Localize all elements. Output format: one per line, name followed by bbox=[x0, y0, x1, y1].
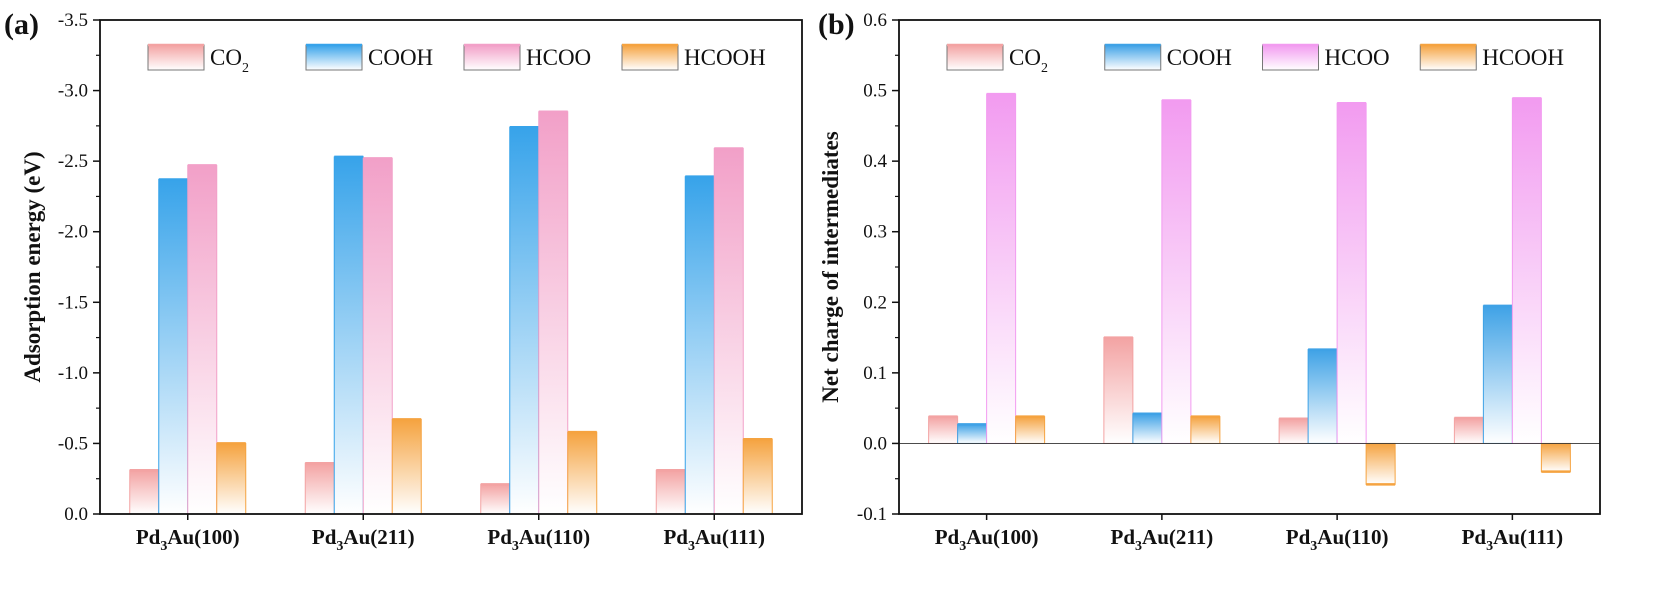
bar-hcoo bbox=[986, 93, 1017, 444]
y-tick-label: 0.5 bbox=[863, 81, 887, 102]
plot-frame bbox=[898, 19, 1601, 515]
y-tick-label: 0.1 bbox=[863, 363, 887, 384]
plot-frame bbox=[99, 19, 803, 515]
legend-label: HCOOH bbox=[684, 45, 766, 70]
legend-swatch bbox=[1419, 44, 1477, 71]
legend-item-hcooh: HCOOH bbox=[621, 43, 766, 71]
bar-hcoo bbox=[1161, 99, 1192, 444]
bar-cooh bbox=[333, 156, 364, 515]
y-tick-label: 0.0 bbox=[863, 433, 887, 454]
legend-label: COOH bbox=[368, 45, 433, 70]
bar-hcooh bbox=[391, 418, 422, 515]
legend-label: HCOO bbox=[526, 45, 591, 70]
legend-swatch bbox=[946, 44, 1004, 71]
x-tick-label: Pd3Au(111) bbox=[1462, 525, 1564, 554]
bar-hcooh bbox=[1540, 442, 1571, 473]
x-tick-label: Pd3Au(111) bbox=[663, 525, 765, 554]
legend-item-hcooh: HCOOH bbox=[1419, 43, 1564, 71]
legend-label: CO2 bbox=[1009, 45, 1048, 76]
x-tick-label: Pd3Au(211) bbox=[1111, 525, 1214, 554]
y-tick-label: -3.5 bbox=[58, 10, 88, 31]
bar-co2 bbox=[129, 469, 160, 515]
bar-co2 bbox=[1278, 418, 1309, 444]
legend-label: CO2 bbox=[210, 45, 249, 76]
legend-label: COOH bbox=[1167, 45, 1232, 70]
bar-hcooh bbox=[1015, 416, 1046, 444]
y-tick-label: -2.5 bbox=[58, 151, 88, 172]
y-tick-label: 0.2 bbox=[863, 292, 887, 313]
bar-cooh bbox=[1132, 413, 1163, 444]
y-axis-title: Net charge of intermediates bbox=[818, 131, 843, 402]
bar-hcoo bbox=[713, 147, 744, 515]
y-tick-label: 0.6 bbox=[863, 10, 887, 31]
panel-b: (b) -0.1 0.0 0.1 0.2 0.3 0.4 0.5 0.6 Net charge o… bbox=[818, 8, 1601, 554]
bar-cooh bbox=[957, 423, 988, 444]
bar-cooh bbox=[158, 178, 189, 515]
y-tick-label: -1.0 bbox=[58, 363, 88, 384]
y-tick-label: -0.1 bbox=[857, 504, 887, 525]
x-tick-label: Pd3Au(110) bbox=[1286, 525, 1389, 554]
panel-label: (a) bbox=[4, 8, 39, 41]
bar-hcoo bbox=[538, 111, 569, 515]
legend-swatch bbox=[147, 44, 205, 71]
bar-cooh bbox=[684, 176, 715, 515]
bar-co2 bbox=[1453, 417, 1484, 444]
bar-co2 bbox=[304, 462, 335, 515]
bar-co2 bbox=[655, 469, 686, 515]
legend-item-co2: CO2 bbox=[147, 43, 249, 76]
legend-swatch bbox=[1104, 44, 1162, 71]
legend-swatch bbox=[305, 44, 363, 71]
bar-co2 bbox=[928, 416, 959, 444]
bar-hcoo bbox=[1511, 97, 1542, 444]
legend-item-co2: CO2 bbox=[946, 43, 1048, 76]
y-tick-label: 0.4 bbox=[863, 151, 887, 172]
bar-co2 bbox=[480, 483, 511, 515]
x-tick-label: Pd3Au(110) bbox=[487, 525, 590, 554]
y-tick-label: 0.3 bbox=[863, 222, 887, 243]
bar-hcoo bbox=[362, 157, 393, 515]
y-tick-label: -3.0 bbox=[58, 81, 88, 102]
bar-cooh bbox=[1307, 349, 1338, 444]
legend-swatch bbox=[463, 44, 521, 71]
bar-hcooh bbox=[1190, 416, 1221, 444]
legend-label: HCOO bbox=[1325, 45, 1390, 70]
x-tick-label: Pd3Au(211) bbox=[312, 525, 415, 554]
bar-cooh bbox=[1482, 305, 1513, 444]
y-axis-title: Adsorption energy (eV) bbox=[20, 151, 45, 382]
legend-item-cooh: COOH bbox=[1104, 43, 1232, 71]
y-tick-label: -2.0 bbox=[58, 222, 88, 243]
y-tick-label: -1.5 bbox=[58, 292, 88, 313]
bar-hcoo bbox=[1336, 102, 1367, 444]
legend-item-hcoo: HCOO bbox=[1262, 43, 1390, 71]
x-tick-label: Pd3Au(100) bbox=[136, 525, 240, 554]
legend-swatch bbox=[1262, 44, 1319, 71]
bar-hcooh bbox=[1365, 442, 1396, 485]
legend-item-hcoo: HCOO bbox=[463, 43, 591, 71]
panel-label: (b) bbox=[818, 8, 855, 41]
y-tick-label: -0.5 bbox=[58, 433, 88, 454]
bar-hcooh bbox=[216, 442, 247, 515]
bar-co2 bbox=[1103, 337, 1134, 444]
bar-hcoo bbox=[187, 164, 218, 515]
y-tick-label: 0.0 bbox=[64, 504, 88, 525]
bar-cooh bbox=[509, 126, 540, 515]
legend-item-cooh: COOH bbox=[305, 43, 433, 71]
bar-hcooh bbox=[567, 431, 598, 515]
x-tick-label: Pd3Au(100) bbox=[935, 525, 1039, 554]
legend-label: HCOOH bbox=[1482, 45, 1564, 70]
bar-hcooh bbox=[742, 438, 773, 515]
panel-a: (a) 0.0 -0.5 -1.0 -1.5 -2.0 -2.5 -3.0 -3.5 Adsorp… bbox=[4, 8, 803, 554]
legend-swatch bbox=[621, 44, 679, 71]
